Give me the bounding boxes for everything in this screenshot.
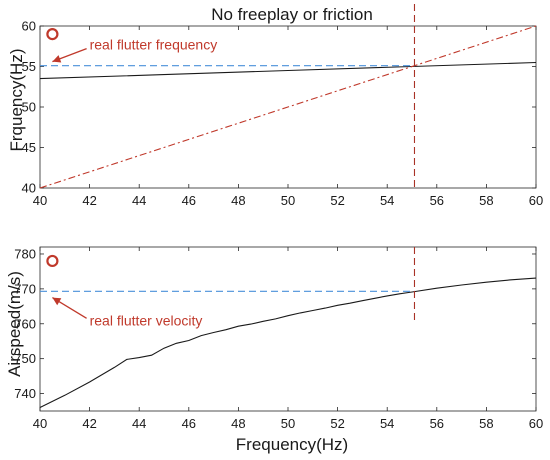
- flutter-velocity-label: real flutter velocity: [90, 312, 203, 328]
- x-tick-label: 44: [132, 193, 146, 208]
- top-series-line-0: [39, 61, 537, 80]
- x-tick-label: 46: [182, 416, 196, 431]
- y-tick-label: 750: [14, 351, 36, 366]
- x-tick-label: 48: [231, 416, 245, 431]
- x-tick-label: 60: [529, 193, 543, 208]
- bottom-annotation-arrow-head: [52, 297, 62, 306]
- bottom-chart-annotation: real flutter velocity: [52, 297, 203, 328]
- y-tick-label: 740: [14, 386, 36, 401]
- top-chart-ticks: 40 42 44 46 48 50 52 54 56 58 60 40 45 50 55 60: [22, 19, 544, 209]
- x-tick-label: 52: [330, 193, 344, 208]
- x-tick-label: 56: [430, 416, 444, 431]
- x-tick-label: 56: [430, 193, 444, 208]
- x-tick-label: 42: [82, 193, 96, 208]
- x-tick-label: 50: [281, 416, 295, 431]
- y-tick-label: 40: [22, 181, 36, 196]
- top-annotation-arrow-head: [52, 55, 62, 63]
- top-chart-annotation: real flutter frequency: [52, 37, 217, 63]
- y-tick-label: 770: [14, 281, 36, 296]
- bottom-chart-series: [39, 247, 537, 408]
- y-tick-label: 50: [22, 100, 36, 115]
- bottom-chart-ylabel: Airspeed(m/s): [5, 271, 24, 377]
- y-tick-label: 60: [22, 19, 36, 34]
- y-tick-label: 55: [22, 59, 36, 74]
- bottom-axes-box: [39, 246, 537, 412]
- top-chart-ylabel: Frquency(Hz): [7, 49, 26, 152]
- top-flutter-marker: [46, 27, 59, 41]
- bottom-series-line-0: [39, 277, 537, 408]
- x-tick-label: 58: [479, 416, 493, 431]
- x-tick-label: 46: [182, 193, 196, 208]
- bottom-chart-ticks: 40 42 44 46 48 50 52 54 56 58 60 740 750 760 770 780: [14, 246, 543, 431]
- y-tick-label: 760: [14, 316, 36, 331]
- bottom-flutter-marker: [46, 254, 59, 268]
- x-tick-label: 60: [529, 416, 543, 431]
- y-tick-label: 780: [14, 246, 36, 261]
- x-tick-label: 44: [132, 416, 146, 431]
- top-chart-title: No freeplay or friction: [211, 5, 373, 24]
- bottom-chart-panel: Frequency(Hz) Airspeed(m/s) 40 42 44 46 48 50…: [5, 246, 543, 454]
- x-tick-label: 54: [380, 193, 394, 208]
- x-tick-label: 48: [231, 193, 245, 208]
- top-chart-panel: No freeplay or friction Frquency(Hz) 40 4…: [7, 4, 543, 208]
- x-tick-label: 50: [281, 193, 295, 208]
- x-tick-label: 42: [82, 416, 96, 431]
- y-tick-label: 45: [22, 140, 36, 155]
- flutter-frequency-label: real flutter frequency: [90, 37, 218, 53]
- top-chart-series: [39, 4, 537, 189]
- x-tick-label: 40: [33, 193, 47, 208]
- x-tick-label: 52: [330, 416, 344, 431]
- bottom-chart-xlabel: Frequency(Hz): [236, 435, 348, 454]
- x-tick-label: 40: [33, 416, 47, 431]
- top-series-line-1: [39, 25, 537, 189]
- x-tick-label: 58: [479, 193, 493, 208]
- x-tick-label: 54: [380, 416, 394, 431]
